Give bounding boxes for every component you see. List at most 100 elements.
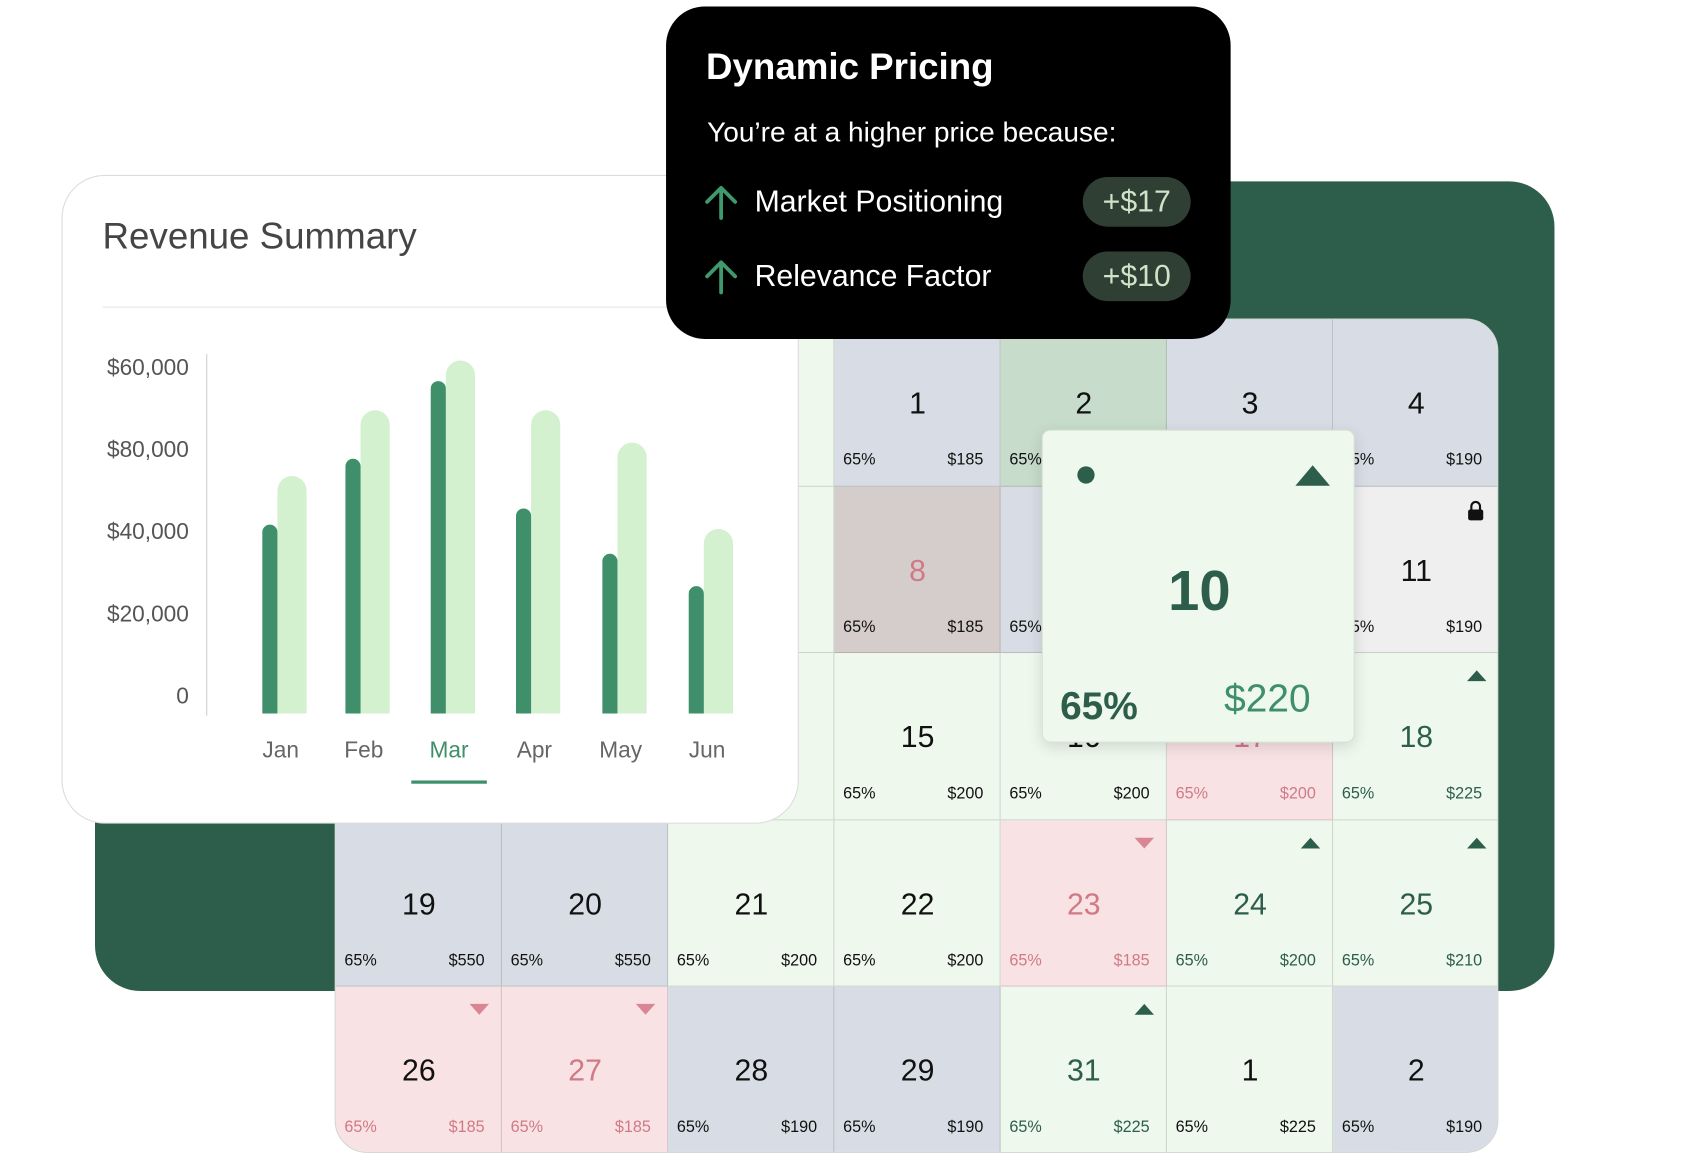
- price: $200: [781, 951, 818, 970]
- day-number: 22: [900, 887, 935, 921]
- day-cell[interactable]: 8 65% $185: [834, 486, 1001, 654]
- day-number: 2: [1407, 1054, 1425, 1088]
- trend-down: [1134, 837, 1154, 849]
- occupancy: 65%: [1175, 1118, 1208, 1137]
- day-number: 28: [734, 1054, 769, 1088]
- up-arrow-icon: [702, 182, 741, 221]
- occupancy: 65%: [676, 951, 710, 970]
- price: $225: [1113, 1118, 1150, 1137]
- occupancy: 65%: [843, 1118, 876, 1137]
- day-number: 1: [1241, 1054, 1259, 1088]
- price: $200: [947, 951, 984, 970]
- price: $225: [1279, 1118, 1316, 1137]
- occupancy: 65%: [344, 951, 377, 970]
- day-cell[interactable]: 15 65% $200: [834, 653, 1001, 821]
- day-cell[interactable]: 22 65% $200: [834, 820, 1001, 988]
- price: $190: [1446, 617, 1483, 636]
- lock-icon: [1467, 499, 1484, 521]
- occupancy: 65%: [1341, 784, 1375, 803]
- price: $225: [1446, 784, 1483, 803]
- occupancy: 65%: [676, 1118, 710, 1137]
- day-cell[interactable]: 19 65% $550: [335, 820, 502, 988]
- trend-down: [635, 1004, 656, 1016]
- day-cell[interactable]: 24 65% $200: [1166, 820, 1334, 988]
- day-cell[interactable]: 28 65% $190: [668, 987, 835, 1152]
- occupancy: 65%: [1175, 951, 1208, 970]
- price: $190: [781, 1118, 818, 1137]
- bar: [703, 528, 733, 714]
- day-cell[interactable]: 25 65% $210: [1333, 820, 1498, 988]
- occupancy: 65%: [843, 450, 876, 470]
- trend-up: [1295, 465, 1330, 486]
- occupancy: 65%: [1009, 951, 1042, 970]
- day-cell[interactable]: 1 65% $225: [1166, 987, 1334, 1152]
- day-number: 27: [568, 1054, 602, 1088]
- day-cell[interactable]: 2 65% $190: [1333, 987, 1498, 1152]
- day-number: 18: [1399, 720, 1434, 754]
- bar: [445, 360, 475, 714]
- bar: [345, 459, 361, 714]
- arrow-svg: [705, 260, 738, 295]
- occupancy: 65%: [1009, 784, 1042, 803]
- price: $200: [947, 784, 984, 803]
- price: $185: [947, 450, 984, 470]
- pricing-tooltip: Dynamic Pricing You’re at a higher price…: [666, 6, 1231, 339]
- divider: [102, 306, 671, 308]
- trend-up: [1300, 837, 1321, 849]
- day-cell[interactable]: 21 65% $200: [668, 820, 835, 988]
- y-tick-label: $60,000: [106, 355, 189, 381]
- month-label: Jun: [688, 737, 726, 763]
- occupancy: 65%: [1009, 1118, 1042, 1137]
- day-number: 2: [1075, 386, 1093, 420]
- price: $200: [1279, 784, 1316, 803]
- day-cell[interactable]: 29 65% $190: [834, 987, 1001, 1152]
- occupancy: 65%: [843, 951, 876, 970]
- day-number: 20: [568, 887, 602, 921]
- day-number: 25: [1399, 887, 1434, 921]
- price: $185: [1113, 951, 1150, 970]
- day-number: 23: [1067, 887, 1101, 921]
- tooltip-subtitle: You’re at a higher price because:: [707, 115, 1117, 148]
- day-cell[interactable]: 23 65% $185: [1000, 820, 1167, 988]
- trend-up: [1134, 1004, 1154, 1016]
- occupancy: 65%: [1009, 617, 1042, 636]
- day-cell[interactable]: 27 65% $185: [501, 987, 669, 1152]
- status-dot: [1077, 466, 1095, 484]
- month-underline: [411, 780, 487, 784]
- factor-pill: +$10: [1082, 251, 1191, 302]
- occupancy: 65%: [1341, 951, 1375, 970]
- day-cell[interactable]: 31 65% $225: [1000, 987, 1167, 1152]
- tooltip-title: Dynamic Pricing: [705, 46, 994, 88]
- day-number: 15: [900, 720, 935, 754]
- price: $550: [614, 951, 651, 970]
- price: $210: [1446, 951, 1483, 970]
- month-label: Feb: [344, 737, 384, 763]
- day-cell[interactable]: 26 65% $185: [335, 987, 502, 1152]
- occupancy: 65%: [843, 617, 876, 636]
- factor-amount: +$17: [1102, 184, 1171, 219]
- day-cell[interactable]: 18 65% $225: [1333, 653, 1498, 821]
- day-number: 24: [1233, 887, 1267, 921]
- day-cell[interactable]: 1 65% $185: [834, 319, 1001, 487]
- bar: [688, 586, 704, 714]
- factor-label: Relevance Factor: [754, 259, 992, 293]
- day-cell[interactable]: 4 65% $190: [1333, 319, 1498, 487]
- day-cell[interactable]: 20 65% $550: [501, 820, 669, 988]
- bar: [360, 409, 390, 714]
- day-number: 8: [909, 553, 926, 587]
- month-label: Jan: [262, 737, 299, 763]
- day-number: 3: [1241, 386, 1259, 420]
- price: $185: [448, 1118, 485, 1137]
- day-popup[interactable]: 10 65% $220: [1041, 429, 1355, 743]
- day-cell[interactable]: 11 65% $190: [1333, 486, 1498, 654]
- factor-pill: +$17: [1082, 177, 1191, 227]
- occupancy: 65%: [1341, 1118, 1375, 1137]
- bar: [262, 524, 278, 714]
- trend-up: [1467, 670, 1487, 682]
- revenue-card: Revenue Summary $60,000 $80,000 $40,000 $20…: [61, 174, 799, 824]
- lock-svg: [1468, 500, 1484, 520]
- bar: [617, 442, 647, 714]
- y-axis: [206, 354, 208, 716]
